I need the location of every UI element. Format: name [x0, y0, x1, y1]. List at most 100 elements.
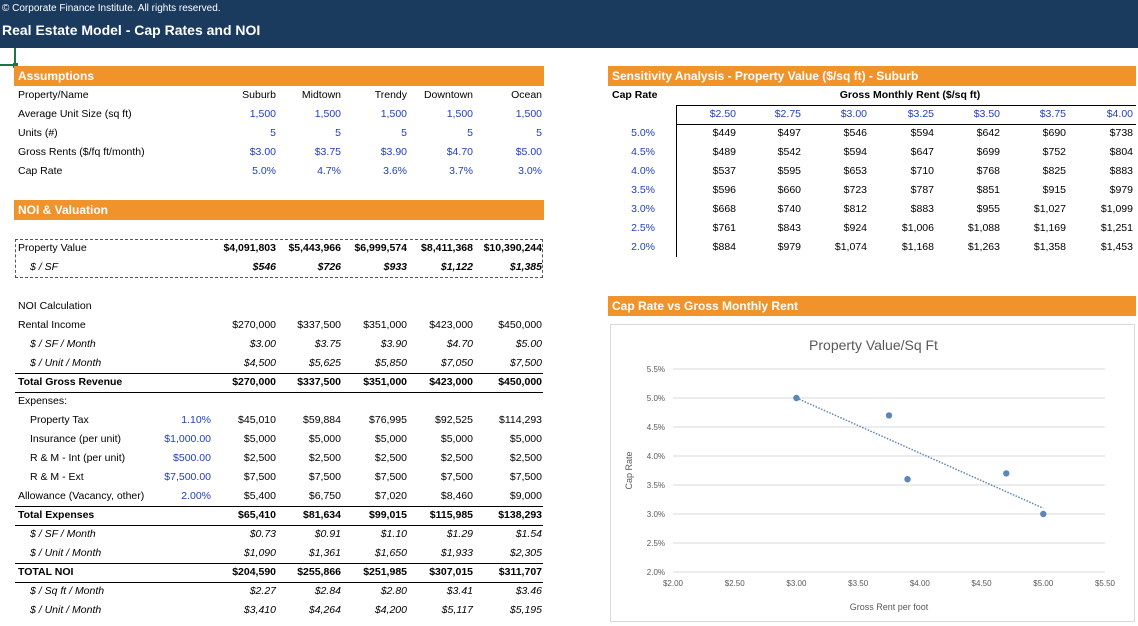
sensitivity-value-cell[interactable]: $825: [1042, 165, 1066, 177]
noi-cell[interactable]: $3.90: [380, 338, 407, 350]
assumption-label[interactable]: Gross Rents ($/fq ft/month): [18, 146, 145, 158]
assumption-cell[interactable]: $3.90: [380, 146, 407, 158]
noi-cell[interactable]: $423,000: [429, 376, 473, 388]
noi-cell[interactable]: $5,625: [308, 357, 341, 369]
rent-header-cell[interactable]: $2.50: [709, 108, 736, 120]
noi-cell[interactable]: $138,293: [498, 509, 542, 521]
sensitivity-value-cell[interactable]: $787: [910, 184, 934, 196]
noi-cell[interactable]: $351,000: [363, 319, 407, 331]
sensitivity-value-cell[interactable]: $915: [1042, 184, 1066, 196]
property-value-cell[interactable]: $5,443,966: [288, 242, 341, 254]
sensitivity-value-cell[interactable]: $653: [843, 165, 867, 177]
sensitivity-value-cell[interactable]: $1,169: [1033, 222, 1066, 234]
sensitivity-value-cell[interactable]: $1,358: [1033, 241, 1066, 253]
cap-rate-cell[interactable]: 4.5%: [631, 146, 655, 158]
noi-cell[interactable]: $2,500: [509, 452, 542, 464]
noi-row-label[interactable]: Total Gross Revenue: [18, 376, 123, 388]
noi-cell[interactable]: $59,884: [303, 414, 341, 426]
rent-header-cell[interactable]: $2.75: [774, 108, 801, 120]
assumption-cell[interactable]: $5.00: [515, 146, 542, 158]
assumption-cell[interactable]: 3.0%: [518, 165, 542, 177]
noi-row-label[interactable]: Total Expenses: [18, 509, 95, 521]
noi-cell[interactable]: $5,000: [308, 433, 341, 445]
noi-row-label[interactable]: $ / Unit / Month: [30, 357, 102, 369]
cap-rate-cell[interactable]: 2.0%: [631, 241, 655, 253]
noi-cell[interactable]: $2.84: [314, 585, 341, 597]
col-header-suburb[interactable]: Suburb: [242, 89, 276, 101]
assumption-cell[interactable]: 3.6%: [383, 165, 407, 177]
sensitivity-value-cell[interactable]: $884: [712, 241, 736, 253]
sensitivity-value-cell[interactable]: $595: [777, 165, 801, 177]
noi-cell[interactable]: $337,500: [297, 319, 341, 331]
noi-cell[interactable]: $1,090: [243, 547, 276, 559]
sensitivity-value-cell[interactable]: $1,088: [967, 222, 1000, 234]
sensitivity-value-cell[interactable]: $804: [1109, 146, 1133, 158]
col-label-property[interactable]: Property/Name: [18, 89, 89, 101]
assumption-cell[interactable]: 5: [467, 127, 473, 139]
sensitivity-value-cell[interactable]: $1,263: [967, 241, 1000, 253]
cap-rate-axis-label[interactable]: Cap Rate: [612, 89, 658, 101]
noi-cell[interactable]: $6,750: [308, 490, 341, 502]
sensitivity-value-cell[interactable]: $1,027: [1033, 203, 1066, 215]
noi-cell[interactable]: $5,000: [243, 433, 276, 445]
assumption-cell[interactable]: $3.00: [249, 146, 276, 158]
noi-cell[interactable]: $5,400: [243, 490, 276, 502]
noi-cell[interactable]: $351,000: [363, 376, 407, 388]
sensitivity-value-cell[interactable]: $752: [1042, 146, 1066, 158]
per-sf-cell[interactable]: $546: [252, 261, 276, 273]
noi-cell[interactable]: $1.54: [515, 528, 542, 540]
property-value-label[interactable]: Property Value: [18, 242, 87, 254]
noi-cell[interactable]: $0.73: [249, 528, 276, 540]
assumption-cell[interactable]: 1,500: [314, 108, 341, 120]
noi-cell[interactable]: $1,361: [308, 547, 341, 559]
noi-cell[interactable]: $4,200: [374, 604, 407, 616]
noi-row-label[interactable]: $ / SF / Month: [30, 338, 96, 350]
noi-cell[interactable]: $2,500: [440, 452, 473, 464]
noi-cell[interactable]: $450,000: [498, 319, 542, 331]
rent-header-cell[interactable]: $3.50: [973, 108, 1000, 120]
noi-cell[interactable]: $2.27: [249, 585, 276, 597]
sensitivity-value-cell[interactable]: $596: [712, 184, 736, 196]
noi-row-label[interactable]: Property Tax: [30, 414, 89, 426]
noi-cell[interactable]: $45,010: [238, 414, 276, 426]
noi-cell[interactable]: $251,985: [363, 566, 407, 578]
col-header-downtown[interactable]: Downtown: [423, 89, 473, 101]
noi-row-label[interactable]: Rental Income: [18, 319, 86, 331]
noi-row-label[interactable]: $ / Sq ft / Month: [30, 585, 105, 597]
sensitivity-value-cell[interactable]: $843: [777, 222, 801, 234]
noi-cell[interactable]: $3.00: [249, 338, 276, 350]
assumption-cell[interactable]: 5: [401, 127, 407, 139]
noi-cell[interactable]: $311,707: [498, 566, 542, 578]
sensitivity-value-cell[interactable]: $768: [976, 165, 1000, 177]
noi-cell[interactable]: $2,305: [509, 547, 542, 559]
noi-cell[interactable]: $99,015: [369, 509, 407, 521]
sensitivity-value-cell[interactable]: $546: [843, 127, 867, 139]
noi-cell[interactable]: $7,500: [509, 357, 542, 369]
sensitivity-value-cell[interactable]: $1,099: [1100, 203, 1133, 215]
cap-rate-cell[interactable]: 4.0%: [631, 165, 655, 177]
property-value-cell[interactable]: $10,390,244: [483, 242, 542, 254]
noi-cell[interactable]: $5,000: [374, 433, 407, 445]
noi-cell[interactable]: $7,020: [374, 490, 407, 502]
assumption-cell[interactable]: 5: [536, 127, 542, 139]
sensitivity-value-cell[interactable]: $710: [910, 165, 934, 177]
assumption-cell[interactable]: $3.75: [314, 146, 341, 158]
per-sf-cell[interactable]: $726: [317, 261, 341, 273]
noi-cell[interactable]: $92,525: [435, 414, 473, 426]
noi-row-label[interactable]: $ / SF / Month: [30, 528, 96, 540]
property-value-cell[interactable]: $4,091,803: [223, 242, 276, 254]
assumption-cell[interactable]: 1,500: [249, 108, 276, 120]
assumption-label[interactable]: Cap Rate: [18, 165, 63, 177]
noi-cell[interactable]: $7,500: [374, 471, 407, 483]
property-value-cell[interactable]: $6,999,574: [354, 242, 407, 254]
noi-cell[interactable]: $7,500: [440, 471, 473, 483]
sensitivity-value-cell[interactable]: $497: [777, 127, 801, 139]
expense-parameter[interactable]: 2.00%: [181, 490, 211, 502]
sensitivity-value-cell[interactable]: $594: [843, 146, 867, 158]
expense-parameter[interactable]: $1,000.00: [164, 433, 211, 445]
noi-cell[interactable]: $2.80: [380, 585, 407, 597]
noi-cell[interactable]: $115,985: [429, 509, 473, 521]
assumption-label[interactable]: Average Unit Size (sq ft): [18, 108, 132, 120]
sensitivity-value-cell[interactable]: $1,453: [1100, 241, 1133, 253]
sensitivity-value-cell[interactable]: $851: [976, 184, 1000, 196]
